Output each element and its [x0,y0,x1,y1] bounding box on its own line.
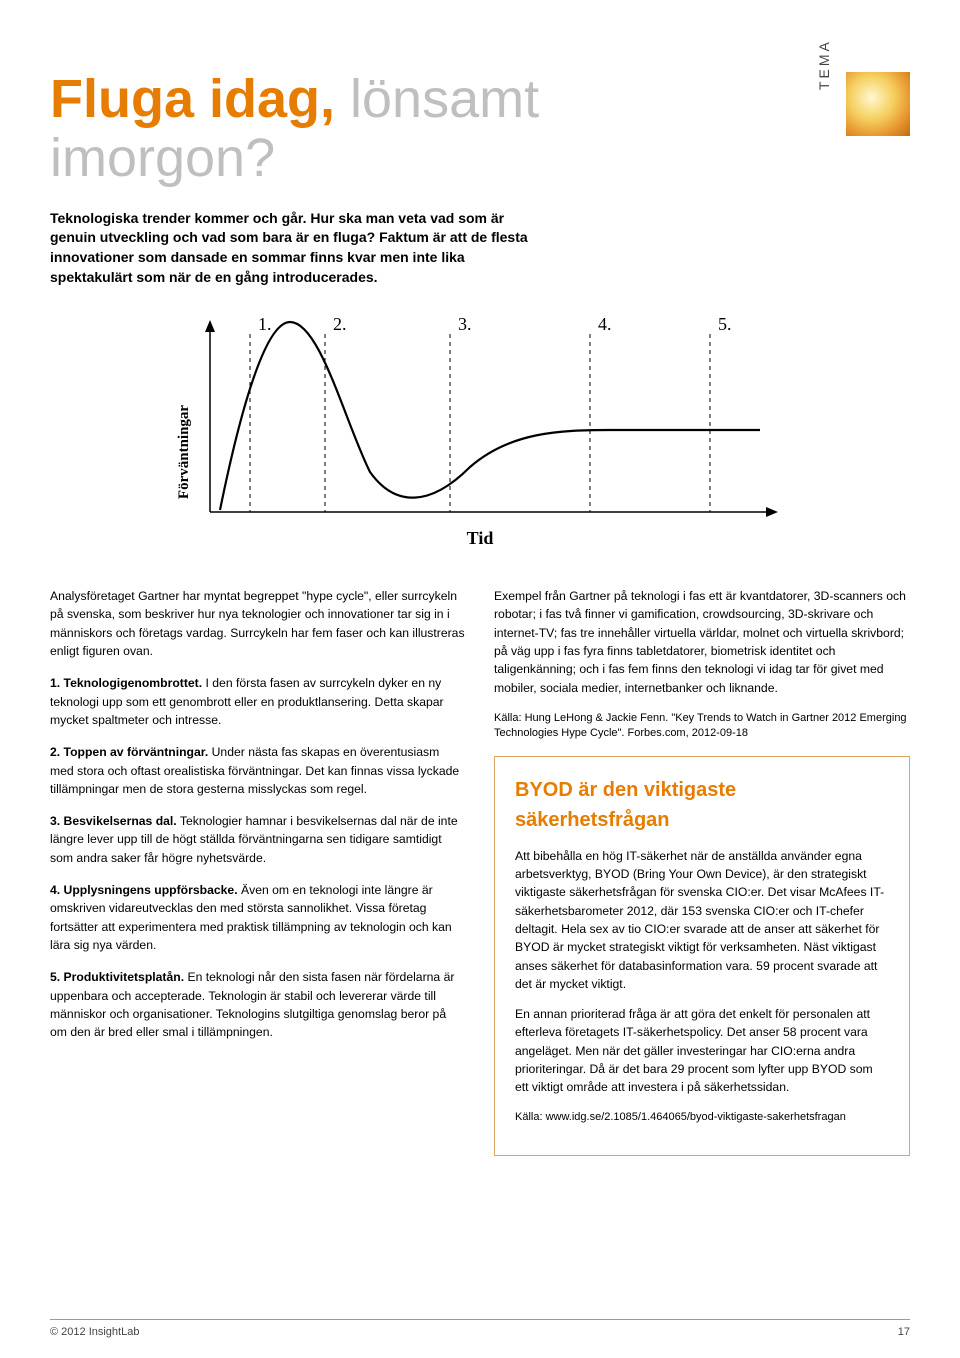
svg-text:1.: 1. [258,314,272,334]
phase-5: 5. Produktivitetsplatån. En teknologi nå… [50,968,466,1041]
article-title: Fluga idag, lönsamt imorgon? [50,70,910,189]
right-column: Exempel från Gartner på teknologi i fas … [494,587,910,1156]
tema-label: TEMA [816,39,832,90]
box-source: Källa: www.idg.se/2.1085/1.464065/byod-v… [515,1109,889,1126]
byod-box: BYOD är den viktigaste säkerhetsfrågan A… [494,756,910,1156]
box-heading: BYOD är den viktigaste säkerhetsfrågan [515,775,889,835]
title-strong: Fluga idag, [50,69,335,129]
svg-text:Tid: Tid [467,528,494,548]
phase-3: 3. Besvikelsernas dal. Teknologier hamna… [50,812,466,867]
svg-text:3.: 3. [458,314,472,334]
chart-svg: Förväntningar Tid 1. 2. 3. 4. 5. [170,312,790,552]
box-p2: En annan prioriterad fråga är att göra d… [515,1005,889,1096]
phase-2: 2. Toppen av förväntningar. Under nästa … [50,743,466,798]
intro-paragraph: Analysföretaget Gartner har myntat begre… [50,587,466,660]
svg-text:4.: 4. [598,314,612,334]
tema-badge: TEMA [846,72,910,136]
tema-icon [846,72,910,136]
phase-1: 1. Teknologigenombrottet. I den första f… [50,674,466,729]
svg-text:2.: 2. [333,314,347,334]
page-footer: © 2012 InsightLab 17 [50,1319,910,1338]
source-citation: Källa: Hung LeHong & Jackie Fenn. "Key T… [494,711,910,742]
page-number: 17 [898,1326,910,1338]
copyright: © 2012 InsightLab [50,1326,139,1338]
title-light-2: imorgon? [50,128,275,188]
hype-cycle-chart: Förväntningar Tid 1. 2. 3. 4. 5. [50,312,910,552]
lead-paragraph: Teknologiska trender kommer och går. Hur… [50,209,550,287]
box-p1: Att bibehålla en hög IT-säkerhet när de … [515,847,889,993]
phase-4: 4. Upplysningens uppförsbacke. Även om e… [50,881,466,954]
title-light-1: lönsamt [350,69,539,129]
left-column: Analysföretaget Gartner har myntat begre… [50,587,466,1156]
svg-text:5.: 5. [718,314,732,334]
svg-text:Förväntningar: Förväntningar [176,405,192,500]
example-paragraph: Exempel från Gartner på teknologi i fas … [494,587,910,697]
